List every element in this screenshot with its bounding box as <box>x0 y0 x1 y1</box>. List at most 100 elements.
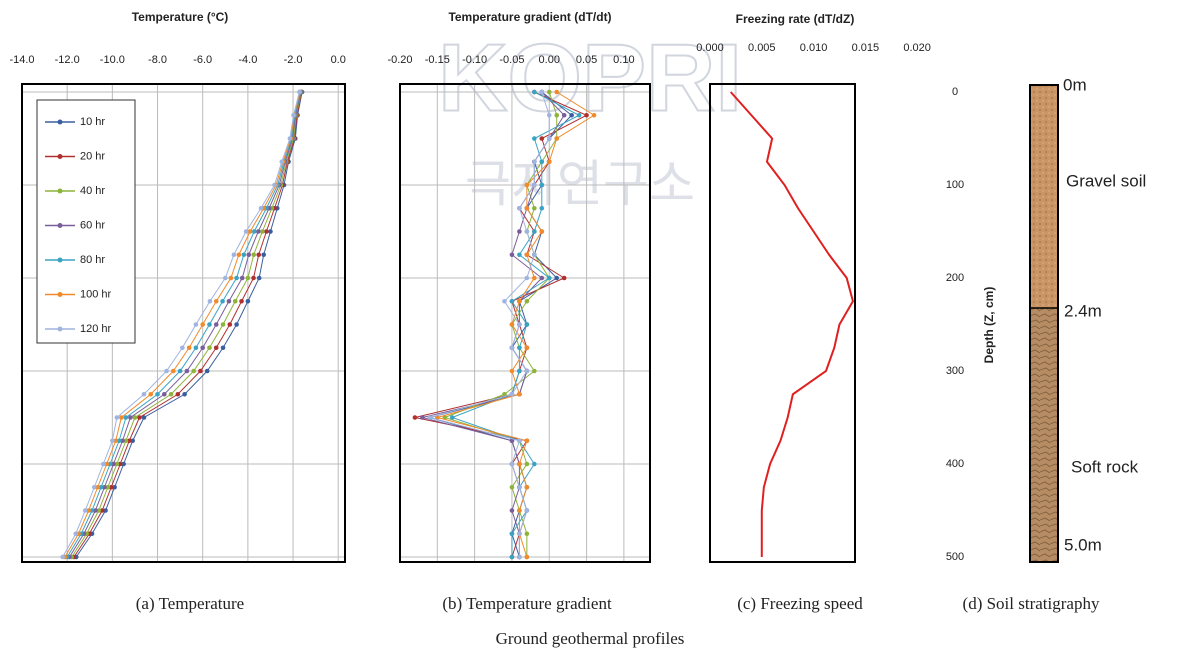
data-point <box>524 229 530 234</box>
y-tick-label: 400 <box>946 458 964 470</box>
strat-label: 0m <box>1063 75 1087 94</box>
data-point <box>96 508 102 513</box>
data-point <box>191 368 196 374</box>
data-point <box>256 252 262 258</box>
data-point <box>182 391 187 397</box>
x-tick-label: -6.0 <box>193 54 212 66</box>
data-point <box>226 298 232 304</box>
data-point <box>175 391 181 397</box>
data-point <box>524 531 530 537</box>
data-point <box>532 89 537 95</box>
data-point <box>116 438 122 444</box>
data-point <box>502 391 507 397</box>
data-point <box>207 345 212 351</box>
data-point <box>524 554 530 560</box>
data-point <box>220 345 226 351</box>
x-tick-label: 0.005 <box>748 42 776 54</box>
data-point <box>86 508 91 513</box>
data-point <box>509 322 515 327</box>
data-point <box>427 415 433 420</box>
x-tick-label: -12.0 <box>55 54 80 66</box>
data-point <box>517 508 522 513</box>
data-point <box>517 391 522 397</box>
data-point <box>222 275 228 281</box>
data-point <box>111 461 116 467</box>
data-point <box>420 415 425 420</box>
data-point <box>517 345 522 351</box>
data-point <box>517 229 522 234</box>
data-point <box>241 252 247 258</box>
x-tick-label: -14.0 <box>9 54 34 66</box>
data-point <box>524 275 530 281</box>
x-tick-label: 0.05 <box>576 54 597 66</box>
data-point <box>162 391 167 397</box>
data-point <box>103 508 108 513</box>
data-point <box>509 554 515 560</box>
series-line <box>729 91 855 557</box>
data-point <box>591 112 597 118</box>
x-tick-label: -0.20 <box>387 54 412 66</box>
data-point <box>148 391 154 397</box>
legend-marker <box>57 188 63 194</box>
legend-label: 40 hr <box>80 185 105 197</box>
data-point <box>119 415 124 420</box>
data-point <box>236 252 242 258</box>
data-point <box>213 345 219 351</box>
data-point <box>524 484 530 490</box>
data-point <box>576 112 582 118</box>
data-point <box>251 229 257 234</box>
legend-marker <box>57 119 63 125</box>
data-point <box>193 345 199 351</box>
caption: (d) Soil stratigraphy <box>963 594 1100 613</box>
data-point <box>532 252 537 258</box>
data-point <box>532 275 537 281</box>
x-tick-label: 0.020 <box>903 42 931 54</box>
data-point <box>546 159 552 165</box>
data-point <box>60 554 65 560</box>
data-point <box>126 438 132 444</box>
data-point <box>228 275 234 281</box>
plot-frame <box>709 83 856 563</box>
data-point <box>232 298 238 304</box>
data-point <box>554 112 560 118</box>
caption: (b) Temperature gradient <box>442 594 612 613</box>
data-point <box>509 345 515 351</box>
data-point <box>200 322 205 327</box>
data-point <box>509 508 515 513</box>
data-point <box>532 159 537 165</box>
strat-label: Soft rock <box>1071 457 1139 476</box>
data-point <box>539 89 545 95</box>
data-point <box>268 229 273 234</box>
data-point <box>108 484 114 490</box>
data-point <box>532 368 537 374</box>
data-point <box>234 275 239 281</box>
data-point <box>213 298 219 304</box>
y-tick-label: 500 <box>946 551 964 563</box>
rock-layer <box>1030 308 1058 562</box>
legend-label: 20 hr <box>80 150 105 162</box>
x-tick-label: 0.0 <box>331 54 346 66</box>
data-point <box>117 461 123 467</box>
chart-title: Temperature gradient (dT/dt) <box>448 10 611 24</box>
y-tick-label: 0 <box>952 86 958 98</box>
data-point <box>260 229 265 234</box>
data-point <box>207 298 213 304</box>
data-point <box>532 229 537 234</box>
x-tick-label: 0.010 <box>800 42 828 54</box>
data-point <box>213 322 219 327</box>
data-point <box>509 252 515 258</box>
data-point <box>517 461 522 467</box>
data-point <box>524 298 530 304</box>
x-tick-label: -4.0 <box>238 54 257 66</box>
data-point <box>524 252 530 258</box>
data-point <box>539 205 545 211</box>
data-point <box>231 252 237 258</box>
legend-marker <box>57 326 63 332</box>
data-point <box>539 275 545 281</box>
data-point <box>120 438 125 444</box>
data-point <box>509 391 515 397</box>
data-point <box>198 368 203 374</box>
data-point <box>110 438 115 444</box>
data-point <box>207 322 212 327</box>
data-point <box>524 508 530 513</box>
